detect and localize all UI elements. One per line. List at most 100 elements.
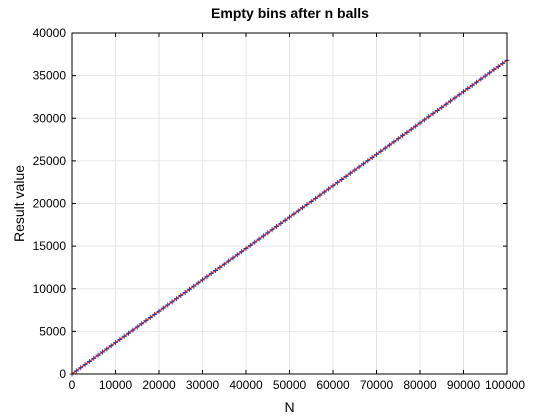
data-point [265, 230, 271, 236]
plot-series [69, 57, 510, 377]
data-point [391, 139, 397, 145]
data-point [208, 271, 214, 277]
data-point [243, 246, 249, 252]
data-point [178, 293, 184, 299]
data-point [304, 202, 310, 208]
data-point [108, 343, 114, 349]
data-point [417, 120, 423, 126]
data-point [269, 227, 275, 233]
data-point [143, 318, 149, 324]
data-point [78, 365, 84, 371]
data-point [252, 239, 258, 245]
data-point [152, 311, 158, 317]
y-tick-label: 25000 [33, 154, 67, 168]
data-point [387, 142, 393, 148]
data-point [326, 186, 332, 192]
data-point [126, 330, 132, 336]
y-tick-label: 5000 [39, 324, 66, 338]
data-point [82, 362, 88, 368]
data-point [165, 302, 171, 308]
data-point [260, 233, 266, 239]
data-point [365, 158, 371, 164]
data-point [491, 67, 497, 73]
data-point [330, 183, 336, 189]
axis-ticks: 0 10000 20000 30000 40000 50000 60000 70000 8000… [33, 26, 526, 392]
data-point [160, 305, 166, 311]
data-point [495, 64, 501, 70]
data-point [369, 155, 375, 161]
x-tick-label: 90000 [447, 378, 481, 392]
data-point [408, 126, 414, 132]
data-point [313, 195, 319, 201]
data-point [434, 107, 440, 113]
data-point [287, 214, 292, 220]
x-axis-label: N [284, 399, 294, 415]
data-point [113, 340, 118, 346]
data-point [413, 123, 419, 129]
x-tick-label: 50000 [273, 378, 307, 392]
data-point [204, 274, 210, 280]
data-point [282, 217, 288, 223]
data-point [452, 95, 458, 101]
data-point [95, 352, 101, 358]
x-tick-label: 0 [69, 378, 76, 392]
data-point [230, 255, 236, 261]
data-point [321, 189, 327, 195]
y-tick-label: 30000 [33, 111, 67, 125]
data-point [134, 324, 140, 330]
data-point [291, 211, 297, 217]
data-point [217, 264, 223, 270]
data-point [234, 252, 240, 258]
data-point [221, 261, 227, 267]
y-axis-label: Result value [11, 165, 27, 242]
data-point [356, 164, 362, 170]
data-point [308, 198, 314, 204]
y-tick-label: 20000 [33, 197, 67, 211]
data-point [173, 296, 179, 302]
data-point [169, 299, 175, 305]
data-point [474, 79, 480, 85]
data-point [191, 283, 197, 289]
data-point [439, 104, 445, 110]
data-point [247, 242, 253, 248]
x-tick-label: 80000 [403, 378, 437, 392]
data-point [461, 89, 466, 95]
data-point [443, 101, 449, 107]
x-tick-label: 30000 [186, 378, 220, 392]
data-point [213, 267, 219, 273]
data-point [456, 92, 462, 98]
chart-title: Empty bins after n balls [211, 5, 369, 21]
data-point [347, 170, 353, 176]
x-tick-label: 70000 [360, 378, 394, 392]
data-point [469, 82, 475, 88]
data-point [374, 151, 379, 157]
data-point [121, 333, 127, 339]
data-point [352, 167, 358, 173]
data-point [395, 136, 401, 142]
data-point [278, 220, 284, 226]
data-point [117, 336, 123, 342]
data-point [156, 308, 162, 314]
data-point [147, 315, 153, 321]
data-point [182, 289, 188, 295]
data-point [139, 321, 145, 327]
grid [71, 32, 508, 375]
y-tick-label: 10000 [33, 282, 67, 296]
data-point [478, 76, 484, 82]
data-point [404, 129, 410, 135]
y-tick-label: 40000 [33, 26, 67, 40]
data-point [482, 73, 488, 79]
data-point [500, 60, 506, 66]
x-tick-label: 20000 [142, 378, 176, 392]
data-point [273, 224, 279, 230]
data-point [360, 161, 366, 167]
x-tick-label: 60000 [316, 378, 350, 392]
data-point [130, 327, 136, 333]
data-point [426, 114, 432, 120]
data-point [378, 148, 384, 154]
data-point [186, 286, 192, 292]
data-point [226, 258, 232, 264]
data-point [256, 236, 262, 242]
data-point [430, 111, 436, 117]
